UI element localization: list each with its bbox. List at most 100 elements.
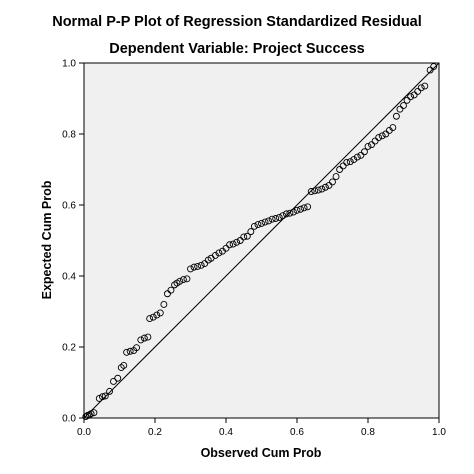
data-point <box>314 186 322 194</box>
data-point <box>114 374 122 382</box>
data-point <box>353 153 361 161</box>
data-point <box>426 66 434 74</box>
data-point <box>339 162 347 170</box>
data-point <box>368 141 375 149</box>
x-tick-label: 0.6 <box>290 427 304 438</box>
data-point <box>265 217 273 225</box>
data-point <box>410 91 418 99</box>
x-tick-label: 0.4 <box>219 427 233 438</box>
data-point <box>400 102 407 110</box>
data-point <box>190 263 198 271</box>
data-point <box>222 244 230 252</box>
data-points <box>82 63 438 421</box>
x-tick-label: 0.2 <box>148 427 162 438</box>
data-point <box>389 124 397 132</box>
reference-line <box>83 62 440 419</box>
data-point <box>167 286 175 294</box>
y-axis: 0.0 0.2 0.4 0.6 0.8 1.0 <box>62 59 84 425</box>
reference-line-group <box>83 62 440 419</box>
x-axis-title: Observed Cum Prob <box>201 446 322 460</box>
data-point <box>286 209 294 217</box>
data-point <box>343 158 351 166</box>
data-point <box>101 392 109 400</box>
data-point <box>279 212 287 220</box>
data-point <box>325 182 333 189</box>
data-point <box>137 336 145 344</box>
x-tick-label: 0.8 <box>361 427 375 438</box>
data-point <box>403 96 411 104</box>
data-point <box>293 206 301 214</box>
data-point <box>194 262 202 270</box>
data-point <box>378 132 386 140</box>
data-point <box>336 166 344 173</box>
chart-subtitle: Dependent Variable: Project Success <box>109 41 364 57</box>
data-point <box>272 215 280 222</box>
y-tick-label: 0.0 <box>62 414 76 425</box>
data-point <box>382 130 390 138</box>
data-point <box>144 333 152 341</box>
data-point <box>211 251 219 259</box>
data-point <box>364 142 372 150</box>
data-point <box>417 84 425 92</box>
data-point <box>140 334 148 342</box>
data-point <box>392 112 400 120</box>
data-point <box>371 137 379 145</box>
data-point <box>233 238 241 246</box>
data-point <box>332 173 340 181</box>
chart-title: Normal P-P Plot of Regression Standardiz… <box>52 14 422 30</box>
data-point <box>146 315 154 323</box>
data-point <box>82 413 90 421</box>
data-point <box>156 309 164 317</box>
data-point <box>187 265 194 273</box>
data-point <box>290 208 297 216</box>
data-point <box>153 311 161 319</box>
data-point <box>215 249 223 257</box>
data-point <box>176 277 184 285</box>
data-point <box>357 151 365 159</box>
data-point <box>90 409 98 417</box>
x-axis: 0.0 0.2 0.4 0.6 0.8 1.0 <box>77 418 446 438</box>
data-point <box>240 233 248 241</box>
y-tick-label: 1.0 <box>62 59 76 70</box>
data-point <box>258 220 265 227</box>
y-tick-label: 0.2 <box>62 343 76 354</box>
data-point <box>329 178 336 186</box>
data-point <box>318 185 326 193</box>
data-point <box>179 276 187 283</box>
data-point <box>226 241 234 249</box>
data-point <box>243 232 251 240</box>
data-point <box>361 148 368 156</box>
data-point <box>307 188 315 195</box>
data-point <box>99 393 106 401</box>
data-point <box>268 215 276 223</box>
data-point <box>300 204 308 212</box>
data-point <box>430 63 438 71</box>
data-point <box>149 313 157 321</box>
data-point <box>421 82 429 90</box>
data-point <box>304 203 312 211</box>
data-point <box>297 205 304 213</box>
data-point <box>123 348 131 356</box>
data-point <box>321 183 329 191</box>
data-point <box>282 210 290 218</box>
data-point <box>160 300 168 308</box>
data-point <box>414 87 422 95</box>
y-axis-title: Expected Cum Prob <box>40 180 54 299</box>
data-point <box>236 237 244 244</box>
data-point <box>163 290 171 298</box>
data-point <box>311 187 319 195</box>
data-point <box>85 411 93 419</box>
data-point <box>375 134 383 142</box>
data-point <box>201 260 209 268</box>
y-tick-label: 0.4 <box>62 272 76 283</box>
data-point <box>346 158 354 166</box>
x-tick-label: 0.0 <box>77 427 91 438</box>
data-point <box>254 221 262 228</box>
data-point <box>197 261 205 269</box>
data-point <box>229 240 237 248</box>
data-point <box>120 362 128 369</box>
data-point <box>407 93 415 101</box>
data-point <box>275 213 283 221</box>
data-point <box>126 347 134 355</box>
